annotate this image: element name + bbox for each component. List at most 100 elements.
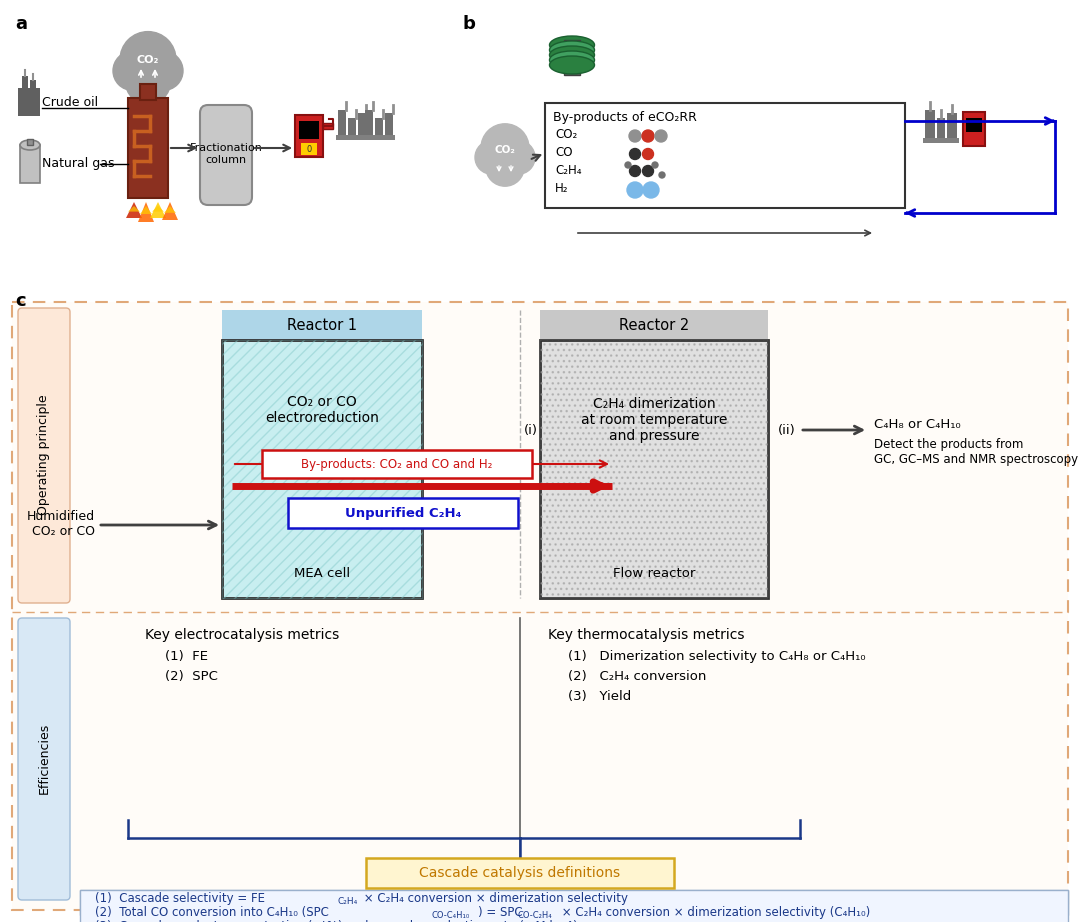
Text: (1)  Cascade selectivity = FE: (1) Cascade selectivity = FE <box>95 892 265 905</box>
Text: CO₂: CO₂ <box>555 128 577 141</box>
Text: By-products of eCO₂RR: By-products of eCO₂RR <box>553 111 697 124</box>
Text: Efficiencies: Efficiencies <box>38 722 51 794</box>
Text: c: c <box>15 292 26 310</box>
Bar <box>21 145 40 183</box>
Polygon shape <box>164 206 176 213</box>
Bar <box>262 450 532 478</box>
Bar <box>18 88 40 116</box>
Bar <box>357 113 366 135</box>
Bar <box>336 135 368 140</box>
Bar <box>963 112 985 146</box>
Bar <box>222 310 422 340</box>
Text: Detect the products from
GC, GC–MS and NMR spectroscopy: Detect the products from GC, GC–MS and N… <box>874 438 1078 466</box>
Bar <box>384 113 393 135</box>
Text: × C₂H₄ conversion × dimerization selectivity: × C₂H₄ conversion × dimerization selecti… <box>360 892 627 905</box>
Circle shape <box>144 52 183 90</box>
Circle shape <box>113 52 152 90</box>
Bar <box>140 84 156 100</box>
Text: Cascade catalysis definitions: Cascade catalysis definitions <box>419 866 621 880</box>
Text: (2)  SPC: (2) SPC <box>165 670 218 683</box>
Bar <box>540 340 768 598</box>
Circle shape <box>643 182 659 198</box>
Bar <box>540 340 768 598</box>
Circle shape <box>659 172 665 178</box>
Text: CO-C₂H₄: CO-C₂H₄ <box>518 911 553 920</box>
Text: (i): (i) <box>524 423 538 436</box>
Bar <box>301 143 318 155</box>
Ellipse shape <box>550 36 594 54</box>
Text: Reactor 1: Reactor 1 <box>287 317 357 333</box>
Text: × C₂H₄ conversion × dimerization selectivity (C₄H₁₀): × C₂H₄ conversion × dimerization selecti… <box>558 906 870 919</box>
Text: By-products: CO₂ and CO and H₂: By-products: CO₂ and CO and H₂ <box>301 457 492 470</box>
Circle shape <box>643 148 653 160</box>
Bar <box>363 135 395 140</box>
Circle shape <box>625 162 631 168</box>
FancyBboxPatch shape <box>18 618 70 900</box>
Bar <box>30 80 36 90</box>
Bar <box>288 498 518 528</box>
Circle shape <box>627 182 643 198</box>
Circle shape <box>501 140 535 174</box>
Bar <box>923 138 959 143</box>
Polygon shape <box>129 206 140 212</box>
Text: H₂: H₂ <box>555 182 568 195</box>
Circle shape <box>643 166 653 176</box>
Circle shape <box>652 162 658 168</box>
Bar <box>545 103 905 208</box>
Bar <box>338 110 346 135</box>
Circle shape <box>486 148 524 186</box>
Bar <box>299 121 319 139</box>
Polygon shape <box>138 202 154 222</box>
Text: CO-C₄H₁₀: CO-C₄H₁₀ <box>432 911 470 920</box>
Text: (1)   Dimerization selectivity to C₄H₈ or C₄H₁₀: (1) Dimerization selectivity to C₄H₈ or … <box>568 650 866 663</box>
Text: Unpurified C₂H₄: Unpurified C₂H₄ <box>345 506 461 519</box>
Text: C₂H₄: C₂H₄ <box>555 164 581 177</box>
Text: CO: CO <box>555 146 572 159</box>
Text: C₂H₄ dimerization
at room temperature
and pressure: C₂H₄ dimerization at room temperature an… <box>581 396 727 443</box>
Circle shape <box>654 130 667 142</box>
Bar <box>966 118 982 132</box>
Circle shape <box>120 31 176 88</box>
Text: (3)   Yield: (3) Yield <box>568 690 631 703</box>
Bar <box>80 890 1068 922</box>
Circle shape <box>642 130 654 142</box>
Bar <box>366 858 674 888</box>
Circle shape <box>481 124 529 171</box>
Text: (3)  Cascade product concentration (wt%) and cascade production rate (mM hr⁻¹): (3) Cascade product concentration (wt%) … <box>95 920 578 922</box>
Bar <box>22 76 28 90</box>
Text: (2)  Total CO conversion into C₄H₁₀ (SPC: (2) Total CO conversion into C₄H₁₀ (SPC <box>95 906 329 919</box>
Text: Reactor 2: Reactor 2 <box>619 317 689 333</box>
Text: Operating principle: Operating principle <box>38 395 51 515</box>
Text: Fractionation
column: Fractionation column <box>190 143 262 165</box>
Ellipse shape <box>550 51 594 69</box>
Circle shape <box>629 130 642 142</box>
Ellipse shape <box>550 46 594 64</box>
Text: CO₂: CO₂ <box>137 55 159 65</box>
Bar <box>540 310 768 340</box>
Bar <box>564 40 580 75</box>
Bar <box>348 118 356 135</box>
Bar <box>129 98 168 198</box>
Text: a: a <box>15 15 27 33</box>
Bar <box>12 302 1068 910</box>
Text: 0: 0 <box>307 145 312 153</box>
Text: MEA cell: MEA cell <box>294 567 350 580</box>
Text: ) = SPC: ) = SPC <box>478 906 523 919</box>
Ellipse shape <box>550 41 594 59</box>
FancyBboxPatch shape <box>18 308 70 603</box>
Bar <box>27 139 33 145</box>
Bar <box>222 340 422 598</box>
Circle shape <box>475 140 509 174</box>
Ellipse shape <box>21 140 40 150</box>
Polygon shape <box>150 202 166 218</box>
Bar <box>924 110 935 138</box>
Circle shape <box>125 60 171 104</box>
Circle shape <box>630 166 640 176</box>
Bar <box>375 118 383 135</box>
Text: Key electrocatalysis metrics: Key electrocatalysis metrics <box>145 628 339 642</box>
Bar <box>365 110 373 135</box>
Text: CO₂ or CO
electroreduction: CO₂ or CO electroreduction <box>265 395 379 425</box>
Bar <box>295 115 323 157</box>
Polygon shape <box>126 202 141 218</box>
Polygon shape <box>152 206 164 212</box>
